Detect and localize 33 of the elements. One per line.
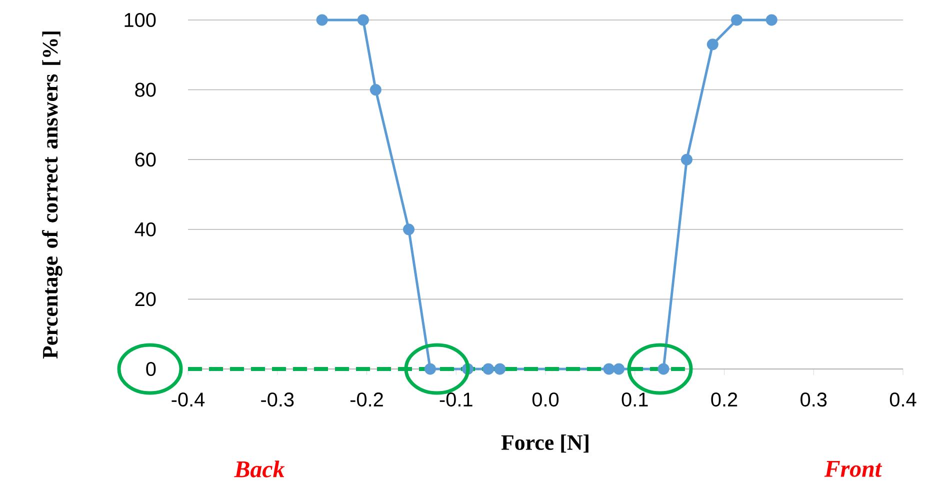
point [731,14,743,26]
y-tick-label: 0 [146,362,156,376]
point [403,224,415,236]
y-tick-label: 100 [124,12,156,28]
x-tick-label: -0.1 [440,392,472,407]
point [766,14,778,26]
text: Front [824,461,882,477]
y-axis-title: Percentage of correct answers [%] [42,32,62,359]
y-tick-label: 40 [134,222,156,236]
point [680,154,692,166]
y-tick-label: 80 [135,82,156,97]
y-tick-label: 20 [135,292,156,306]
x-tick-label: 0.0 [532,392,559,407]
point [357,14,369,26]
x-tick-label: 0.2 [711,392,738,407]
x-tick-label: 0.1 [622,392,648,407]
point [658,363,670,375]
point [424,363,436,375]
x-tick-label: 0.4 [890,392,916,407]
point [603,363,615,375]
x-axis-title: Force [N] [501,434,588,453]
text: Back [234,460,285,478]
point [494,363,506,375]
point [706,38,718,50]
x-tick-label: -0.2 [350,392,383,407]
point [613,363,625,375]
point [482,363,494,375]
x-tick-label: -0.4 [172,392,205,407]
y-tick-label: 60 [135,152,156,167]
point [370,84,382,96]
point [316,14,328,26]
x-tick-label: -0.3 [261,392,294,407]
x-tick-label: 0.3 [800,392,827,407]
